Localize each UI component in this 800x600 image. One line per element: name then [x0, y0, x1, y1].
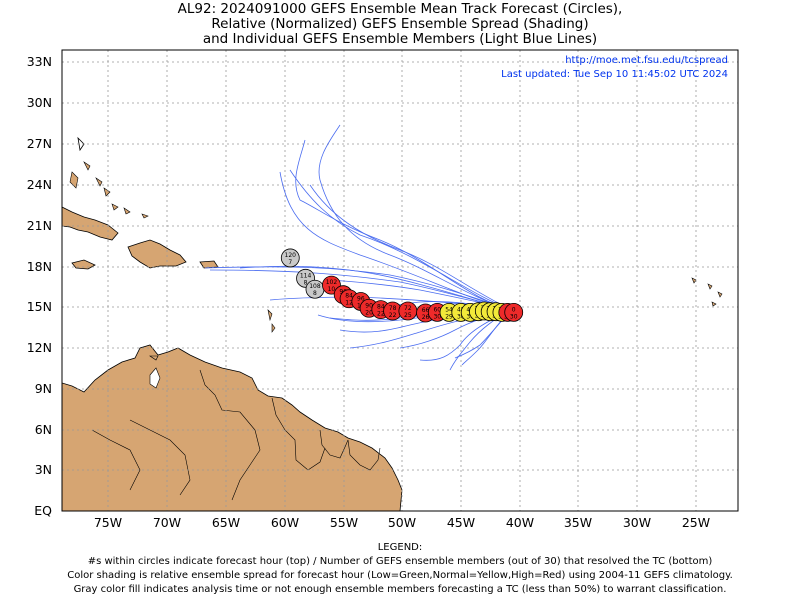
track-point-members: 10 — [328, 286, 336, 293]
lon-label: 25W — [681, 515, 711, 530]
lat-label: 6N — [34, 422, 52, 437]
lat-label: 24N — [26, 177, 52, 192]
lat-label: 9N — [34, 381, 52, 396]
track-point-hour: 66 — [422, 307, 430, 314]
track-point-hour: 90 — [365, 302, 373, 309]
track-point-hour: 96 — [357, 295, 365, 302]
lon-label: 30W — [622, 515, 652, 530]
track-point-members: 25 — [404, 312, 412, 319]
track-point: 030 — [504, 302, 524, 322]
lat-label: 15N — [26, 299, 52, 314]
lat-label: 27N — [26, 136, 52, 151]
track-point-members: 7 — [288, 259, 292, 266]
title-line-1: AL92: 2024091000 GEFS Ensemble Mean Trac… — [177, 1, 623, 17]
track-point-hour: 0 — [512, 306, 516, 313]
track-point-members: 29 — [445, 313, 453, 320]
track-point-hour: 114 — [300, 272, 312, 279]
track-point-hour: 84 — [377, 304, 385, 311]
legend-line-1: #s within circles indicate forecast hour… — [87, 556, 713, 567]
track-point-members: 26 — [422, 314, 430, 321]
track-point-hour: 54 — [445, 306, 453, 313]
track-point-hour: 60 — [433, 306, 441, 313]
track-point-hour: 72 — [404, 305, 412, 312]
track-point-circle — [280, 248, 300, 268]
track-point-members: 30 — [433, 313, 441, 320]
lon-label: 50W — [387, 515, 417, 530]
track-point-hour: 120 — [285, 252, 297, 259]
land-south-america — [62, 344, 403, 511]
title-line-3: and Individual GEFS Ensemble Members (Li… — [202, 31, 598, 47]
lon-label: 70W — [152, 515, 182, 530]
track-point-members: 8 — [304, 279, 308, 286]
lat-label: 12N — [26, 340, 52, 355]
lat-label: 30N — [26, 95, 52, 110]
mean-track-circles: 1207114810881021096128412961890208422782… — [280, 248, 524, 323]
ensemble-member-tracks — [204, 124, 513, 371]
legend-line-3: Gray color fill indicates analysis time … — [73, 584, 727, 595]
graticule — [62, 50, 738, 511]
track-point-circle — [504, 302, 524, 322]
lon-label: 40W — [505, 515, 535, 530]
legend-heading: LEGEND: — [377, 542, 423, 553]
track-point-hour: 78 — [389, 305, 397, 312]
track-point-hour: 102 — [326, 279, 338, 286]
lat-label: EQ — [34, 503, 52, 518]
lon-label: 75W — [93, 515, 123, 530]
track-point-members: 30 — [457, 313, 465, 320]
lon-label: 45W — [446, 515, 476, 530]
track-point-members: 22 — [377, 311, 385, 318]
track-point-members: 30 — [510, 313, 518, 320]
track-point-hour: 48 — [457, 306, 465, 313]
track-point-members: 30 — [466, 313, 474, 320]
lat-label: 33N — [26, 54, 52, 69]
lat-label: 21N — [26, 218, 52, 233]
lon-label: 35W — [563, 515, 593, 530]
lat-label: 18N — [26, 259, 52, 274]
track-point-hour: 108 — [309, 283, 321, 290]
track-point-hour: 84 — [345, 293, 353, 300]
last-updated: Last updated: Tue Sep 10 11:45:02 UTC 20… — [501, 69, 728, 80]
track-point-members: 12 — [345, 300, 353, 307]
lon-label: 60W — [270, 515, 300, 530]
lon-label: 65W — [211, 515, 241, 530]
track-point-members: 22 — [389, 312, 397, 319]
source-url[interactable]: http://moe.met.fsu.edu/tcspread — [565, 55, 728, 66]
track-point-members: 8 — [313, 290, 317, 297]
legend-line-2: Color shading is relative ensemble sprea… — [67, 570, 733, 581]
lon-label: 55W — [329, 515, 359, 530]
title-line-2: Relative (Normalized) GEFS Ensemble Spre… — [211, 16, 589, 32]
track-point-members: 20 — [365, 309, 373, 316]
lat-label: 3N — [34, 462, 52, 477]
